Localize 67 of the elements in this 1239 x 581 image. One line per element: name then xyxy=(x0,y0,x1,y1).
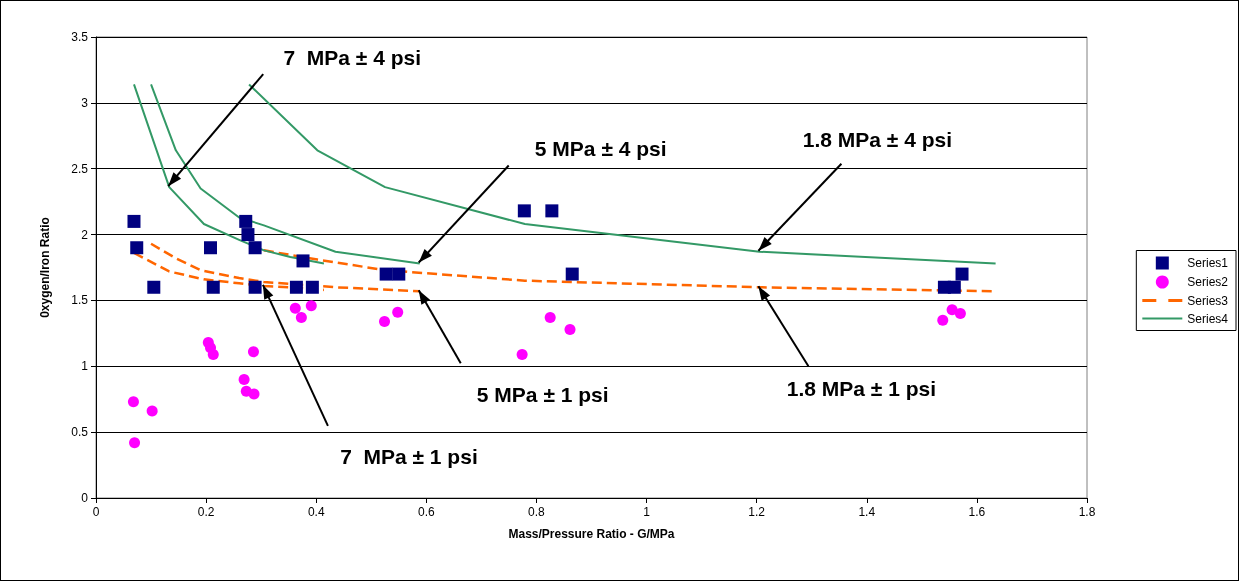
point xyxy=(248,280,262,294)
point xyxy=(379,267,393,281)
point xyxy=(946,304,958,316)
point xyxy=(147,280,161,294)
point xyxy=(127,396,139,408)
point xyxy=(516,348,528,360)
point xyxy=(954,308,966,320)
point xyxy=(247,346,259,358)
x-tick-label: 1.6 xyxy=(968,505,986,519)
point xyxy=(937,314,949,326)
point xyxy=(241,228,255,242)
point xyxy=(392,267,406,281)
y-tick-label: 3.5 xyxy=(71,30,89,44)
point xyxy=(947,280,961,294)
point xyxy=(544,312,556,324)
y-axis-title: 0xygen/Iron Ratio xyxy=(38,217,52,318)
x-tick-label: 0.2 xyxy=(197,505,215,519)
point xyxy=(207,348,219,360)
annotation: 5 MPa ± 4 psi xyxy=(534,137,667,161)
point xyxy=(130,241,144,255)
x-tick-label: 0.6 xyxy=(417,505,435,519)
point xyxy=(238,373,250,385)
point xyxy=(289,280,303,294)
point xyxy=(379,316,390,327)
point xyxy=(204,241,218,255)
legend-label: Series1 xyxy=(1187,256,1229,270)
point xyxy=(248,388,260,400)
y-tick-label: 3 xyxy=(81,95,89,110)
point xyxy=(206,280,220,294)
y-tick-label: 1 xyxy=(81,359,89,374)
x-tick-label: 0.8 xyxy=(528,505,546,519)
point xyxy=(146,405,158,417)
point xyxy=(248,241,262,255)
x-tick-label: 0 xyxy=(92,505,100,519)
point xyxy=(239,214,253,228)
point xyxy=(127,214,141,228)
y-tick-label: 2 xyxy=(81,227,89,242)
x-tick-label: 1.8 xyxy=(1078,505,1096,519)
legend-label: Series2 xyxy=(1187,275,1229,289)
annotation: 7 MPa ± 1 psi xyxy=(340,445,478,469)
point xyxy=(955,267,969,281)
point xyxy=(305,300,317,312)
point xyxy=(305,280,319,294)
point xyxy=(564,323,576,335)
point xyxy=(392,306,404,318)
annotation: 1.8 MPa ± 4 psi xyxy=(802,128,953,152)
point xyxy=(517,204,531,218)
legend-label: Series4 xyxy=(1187,311,1229,326)
point xyxy=(545,204,559,218)
x-tick-label: 1.2 xyxy=(748,505,766,519)
point xyxy=(289,302,301,314)
y-tick-label: 0.5 xyxy=(71,425,89,440)
y-tick-label: 2.5 xyxy=(71,161,89,176)
x-axis-title: Mass/Pressure Ratio - G/MPa xyxy=(508,527,675,541)
y-tick-label: 1.5 xyxy=(71,293,89,308)
annotation: 5 MPa ± 1 psi xyxy=(476,382,609,406)
legend-label: Series3 xyxy=(1187,293,1229,308)
annotation: 7 MPa ± 4 psi xyxy=(283,45,422,69)
x-tick-label: 0.4 xyxy=(307,505,325,519)
point xyxy=(295,312,307,324)
x-tick-label: 1 xyxy=(643,505,651,519)
annotation: 1.8 MPa ± 1 psi xyxy=(786,376,937,400)
point xyxy=(565,267,579,281)
point xyxy=(296,254,310,268)
y-tick-label: 0 xyxy=(81,491,89,505)
point xyxy=(129,437,141,449)
x-tick-label: 1.4 xyxy=(858,505,876,519)
